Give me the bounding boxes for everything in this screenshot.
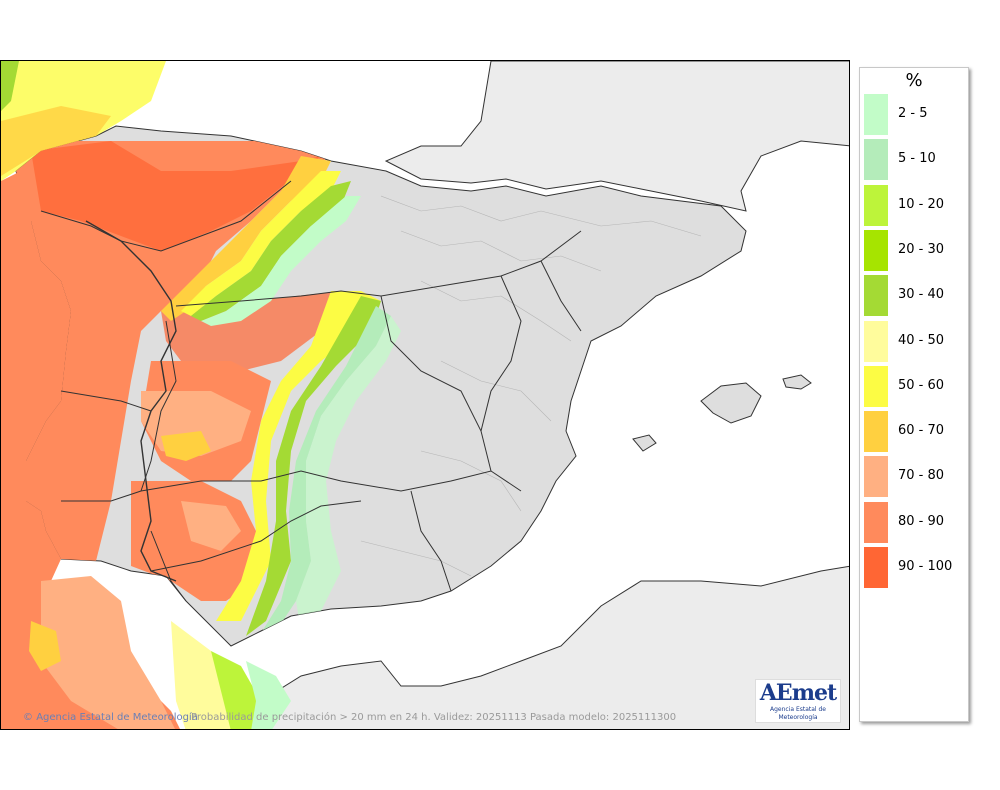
legend-item: 90 - 100	[864, 547, 964, 588]
legend-label: 70 - 80	[898, 468, 945, 484]
legend-label: 90 - 100	[898, 559, 953, 574]
france-landmass	[384, 61, 849, 212]
legend-item: 5 - 10	[864, 139, 964, 181]
agency-credit-text: Agencia Estatal de Meteorología	[36, 712, 198, 723]
aemet-logo-word: AEmet	[759, 680, 837, 706]
legend-item: 10 - 20	[864, 184, 964, 226]
legend-item: 70 - 80	[864, 456, 964, 498]
portugal-spain-border	[85, 220, 177, 582]
legend-swatch	[864, 411, 888, 453]
legend-label: 10 - 20	[898, 196, 945, 212]
legend-item: 20 - 30	[864, 229, 964, 271]
legend-swatch	[864, 94, 888, 135]
copyright-icon: ©	[23, 712, 33, 723]
legend-swatch	[864, 320, 888, 362]
legend-swatch	[864, 547, 888, 588]
aemet-logo: AEmet Agencia Estatal de Meteorología	[755, 679, 841, 723]
legend-swatch	[864, 184, 888, 226]
legend-item: 60 - 70	[864, 411, 964, 453]
land-probability-shading	[16, 141, 401, 641]
map-frame: © Agencia Estatal de Meteorología Probab…	[0, 60, 850, 730]
legend-label: 30 - 40	[898, 287, 945, 303]
legend-label: 20 - 30	[898, 241, 945, 257]
legend-label: 40 - 50	[898, 332, 945, 348]
legend-label: 2 - 5	[898, 106, 928, 121]
legend-swatch	[864, 456, 888, 498]
legend-item: 40 - 50	[864, 320, 964, 362]
probability-shading	[1, 61, 291, 729]
regional-boundaries	[40, 180, 582, 602]
legend-label: 5 - 10	[898, 151, 936, 167]
legend-label: 80 - 90	[898, 513, 945, 529]
legend-item: 80 - 90	[864, 501, 964, 543]
north-africa-landmass	[246, 565, 849, 729]
legend-swatch	[864, 275, 888, 317]
legend-label: 60 - 70	[898, 423, 945, 439]
menorca-island	[782, 374, 812, 390]
precipitation-probability-map	[1, 61, 849, 729]
mallorca-island	[700, 382, 762, 424]
legend-item: 30 - 40	[864, 275, 964, 317]
ibiza-island	[632, 434, 657, 452]
legend-swatch	[864, 229, 888, 271]
relief-texture	[360, 195, 702, 577]
legend-item: 2 - 5	[864, 94, 964, 135]
legend-panel: % 2 - 5 5 - 10 10 - 20 20 - 30 30 - 40 40 - 5…	[859, 67, 969, 722]
legend-swatch	[864, 365, 888, 407]
map-caption: Probabilidad de precipitación > 20 mm en…	[191, 712, 677, 723]
legend-item: 50 - 60	[864, 365, 964, 407]
legend-swatch	[864, 139, 888, 181]
agency-credit: © Agencia Estatal de Meteorología	[23, 712, 198, 723]
legend-unit: %	[905, 70, 923, 91]
legend-label: 50 - 60	[898, 377, 945, 393]
legend-swatch	[864, 501, 888, 543]
aemet-logo-subtext: Agencia Estatal de Meteorología	[769, 706, 826, 721]
